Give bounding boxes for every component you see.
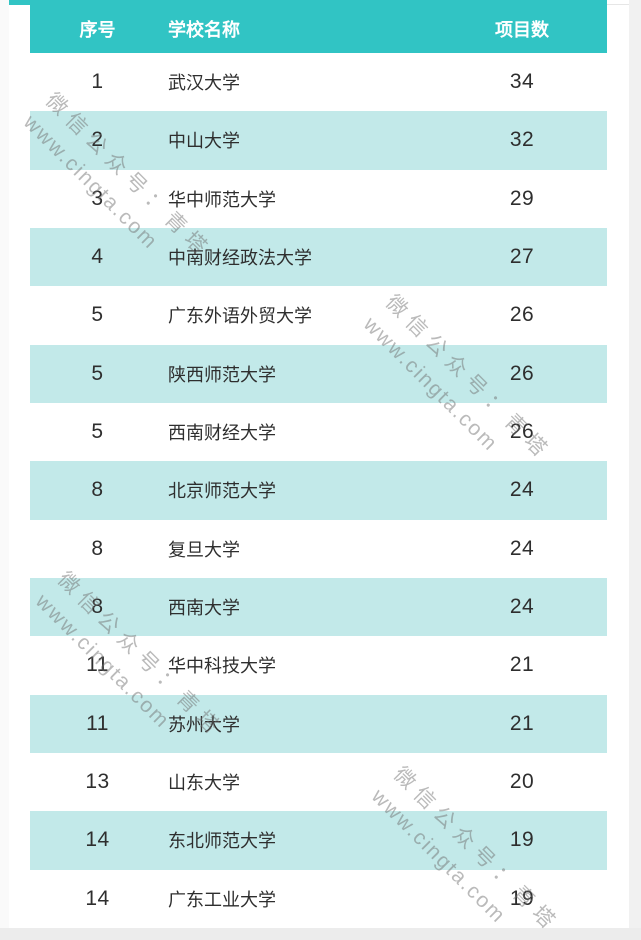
cell-count: 27	[509, 245, 535, 269]
table-row: 5 西南财经大学 26	[30, 403, 607, 461]
cell-count: 26	[509, 420, 535, 444]
cell-count: 24	[509, 478, 535, 502]
cell-school: 广东工业大学	[168, 889, 276, 910]
cell-rank: 5	[91, 361, 104, 385]
table-row: 5 广东外语外贸大学 26	[30, 286, 607, 344]
cell-rank: 3	[91, 186, 104, 210]
cell-school: 华中师范大学	[168, 189, 276, 210]
cell-rank: 14	[85, 828, 110, 852]
cell-rank: 2	[91, 128, 104, 152]
column-header-rank: 序号	[79, 20, 116, 40]
cell-rank: 8	[91, 478, 104, 502]
cell-school: 山东大学	[168, 773, 240, 794]
cell-school: 武汉大学	[168, 73, 240, 94]
table-row: 4 中南财经政法大学 27	[30, 227, 607, 287]
cell-count: 26	[509, 361, 535, 385]
cell-count: 20	[509, 770, 535, 794]
cell-rank: 11	[86, 653, 109, 677]
cell-rank: 1	[91, 70, 104, 94]
cell-rank: 13	[85, 770, 110, 794]
cell-school: 复旦大学	[168, 539, 240, 560]
top-hairline	[607, 4, 629, 5]
cell-rank: 4	[91, 245, 104, 269]
cell-school: 东北师范大学	[168, 831, 276, 852]
page-edge-left	[0, 0, 9, 940]
cell-rank: 5	[91, 420, 104, 444]
cell-count: 21	[509, 653, 535, 677]
cell-school: 广东外语外贸大学	[168, 306, 312, 327]
cell-count: 19	[509, 828, 535, 852]
table-row: 8 西南大学 24	[30, 577, 607, 637]
cell-rank: 11	[86, 711, 109, 735]
table-row: 14 广东工业大学 19	[30, 870, 607, 928]
cell-school: 北京师范大学	[168, 481, 276, 502]
column-header-school: 学校名称	[168, 20, 240, 40]
cell-school: 西南财经大学	[168, 423, 276, 444]
cell-school: 陕西师范大学	[168, 364, 276, 385]
cell-school: 西南大学	[168, 598, 240, 619]
table-row: 2 中山大学 32	[30, 111, 607, 170]
table-row: 8 北京师范大学 24	[30, 461, 607, 520]
table-row: 11 苏州大学 21	[30, 694, 607, 753]
page-edge-bottom	[0, 928, 641, 940]
cell-rank: 8	[91, 595, 104, 619]
table-row: 1 武汉大学 34	[30, 53, 607, 111]
cell-rank: 8	[91, 536, 104, 560]
page-edge-right	[629, 0, 641, 940]
table-header-row: 序号 学校名称 项目数	[30, 5, 607, 53]
cell-count: 24	[509, 536, 535, 560]
cell-count: 21	[509, 711, 535, 735]
university-project-ranking-table: 序号 学校名称 项目数 1 武汉大学 34 2 中山大学 32 3 华中师范大学…	[30, 5, 607, 928]
cell-school: 苏州大学	[168, 714, 240, 735]
cell-rank: 14	[85, 886, 110, 910]
table-row: 14 东北师范大学 19	[30, 811, 607, 870]
table-row: 13 山东大学 20	[30, 753, 607, 811]
cell-count: 32	[509, 128, 535, 152]
cell-school: 华中科技大学	[168, 656, 276, 677]
table-row: 8 复旦大学 24	[30, 520, 607, 578]
column-header-count: 项目数	[495, 20, 549, 40]
cell-count: 29	[509, 186, 535, 210]
table-row: 11 华中科技大学 21	[30, 636, 607, 694]
cell-school: 中南财经政法大学	[168, 248, 312, 269]
cell-school: 中山大学	[168, 131, 240, 152]
cell-count: 26	[509, 303, 535, 327]
cell-count: 24	[509, 595, 535, 619]
cell-rank: 5	[91, 303, 104, 327]
table-body: 1 武汉大学 34 2 中山大学 32 3 华中师范大学 29 4 中南财经政法…	[30, 53, 607, 928]
top-accent-strip	[8, 0, 607, 5]
table-row: 3 华中师范大学 29	[30, 170, 607, 228]
cell-count: 34	[509, 70, 535, 94]
table-row: 5 陕西师范大学 26	[30, 344, 607, 403]
cell-count: 19	[509, 886, 535, 910]
